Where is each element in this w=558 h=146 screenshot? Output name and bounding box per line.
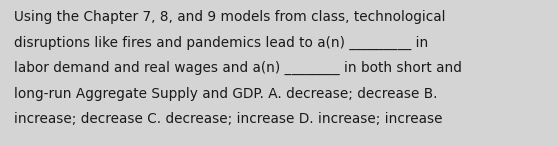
Text: Using the Chapter 7, 8, and 9 models from class, technological: Using the Chapter 7, 8, and 9 models fro… <box>14 10 445 24</box>
Text: increase; decrease C. decrease; increase D. increase; increase: increase; decrease C. decrease; increase… <box>14 112 442 126</box>
Text: disruptions like fires and pandemics lead to a(n) _________ in: disruptions like fires and pandemics lea… <box>14 36 428 50</box>
Text: long-run Aggregate Supply and GDP. A. decrease; decrease B.: long-run Aggregate Supply and GDP. A. de… <box>14 87 437 101</box>
Text: labor demand and real wages and a(n) ________ in both short and: labor demand and real wages and a(n) ___… <box>14 61 462 75</box>
